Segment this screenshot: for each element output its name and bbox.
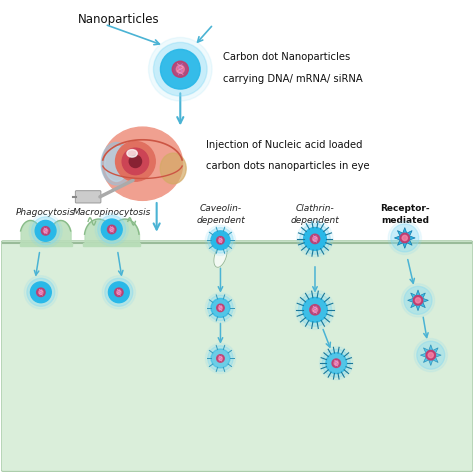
- Circle shape: [217, 237, 224, 244]
- FancyBboxPatch shape: [75, 191, 101, 203]
- Circle shape: [35, 220, 56, 241]
- Polygon shape: [408, 290, 428, 311]
- Text: carbon dots nanoparticles in eye: carbon dots nanoparticles in eye: [206, 161, 370, 172]
- Polygon shape: [19, 243, 72, 246]
- Text: Receptor-: Receptor-: [380, 204, 429, 213]
- Circle shape: [160, 49, 200, 89]
- Circle shape: [32, 217, 60, 245]
- Circle shape: [404, 286, 432, 314]
- Circle shape: [300, 224, 330, 254]
- Circle shape: [176, 65, 184, 73]
- Circle shape: [122, 148, 149, 174]
- Circle shape: [44, 229, 48, 233]
- Circle shape: [208, 295, 233, 320]
- Ellipse shape: [160, 153, 186, 184]
- Circle shape: [217, 355, 224, 362]
- Circle shape: [24, 276, 57, 309]
- Circle shape: [41, 227, 50, 235]
- Circle shape: [105, 278, 133, 306]
- Text: mediated: mediated: [381, 216, 429, 225]
- Ellipse shape: [102, 127, 182, 201]
- Circle shape: [334, 361, 338, 365]
- Circle shape: [39, 290, 43, 294]
- Text: Phagocytosis: Phagocytosis: [16, 208, 75, 217]
- Ellipse shape: [127, 150, 137, 157]
- Circle shape: [115, 288, 123, 297]
- Text: Clathrin-: Clathrin-: [296, 204, 334, 213]
- Circle shape: [414, 338, 447, 372]
- Circle shape: [30, 282, 51, 303]
- Circle shape: [322, 349, 350, 377]
- Circle shape: [417, 341, 445, 369]
- Circle shape: [303, 298, 327, 322]
- Circle shape: [211, 349, 230, 368]
- Circle shape: [297, 221, 333, 257]
- Polygon shape: [214, 245, 227, 267]
- Circle shape: [401, 284, 435, 317]
- Circle shape: [295, 290, 335, 329]
- Circle shape: [428, 353, 433, 358]
- Circle shape: [326, 353, 346, 374]
- Circle shape: [217, 304, 224, 312]
- Circle shape: [310, 305, 320, 315]
- Circle shape: [205, 343, 236, 374]
- Circle shape: [413, 296, 423, 305]
- Circle shape: [154, 43, 207, 96]
- Text: dependent: dependent: [196, 216, 245, 225]
- Circle shape: [219, 306, 222, 310]
- Text: dependent: dependent: [291, 216, 339, 225]
- Circle shape: [219, 238, 222, 242]
- Polygon shape: [394, 228, 415, 248]
- FancyBboxPatch shape: [1, 241, 473, 472]
- Circle shape: [310, 234, 319, 244]
- Ellipse shape: [101, 143, 132, 185]
- Circle shape: [299, 293, 332, 327]
- Circle shape: [101, 219, 122, 240]
- Circle shape: [211, 231, 230, 250]
- Circle shape: [400, 233, 410, 243]
- Circle shape: [319, 346, 353, 380]
- Circle shape: [332, 359, 340, 367]
- Circle shape: [102, 276, 136, 309]
- Circle shape: [172, 61, 188, 77]
- Circle shape: [219, 356, 222, 360]
- Text: Macropinocytosis: Macropinocytosis: [73, 208, 151, 217]
- Circle shape: [313, 237, 318, 241]
- Circle shape: [205, 293, 236, 323]
- Circle shape: [426, 350, 436, 360]
- Circle shape: [391, 224, 419, 252]
- Ellipse shape: [105, 146, 128, 182]
- Circle shape: [415, 298, 420, 303]
- Text: Nanoparticles: Nanoparticles: [78, 12, 160, 26]
- Circle shape: [304, 228, 326, 250]
- Circle shape: [29, 214, 62, 247]
- Circle shape: [95, 213, 128, 246]
- Circle shape: [208, 346, 233, 371]
- Text: Carbon dot Nanoparticles: Carbon dot Nanoparticles: [223, 52, 350, 62]
- Circle shape: [312, 307, 318, 312]
- Circle shape: [109, 228, 114, 232]
- Circle shape: [129, 155, 142, 167]
- Circle shape: [108, 225, 116, 234]
- Circle shape: [208, 228, 233, 253]
- Text: carrying DNA/ mRNA/ siRNA: carrying DNA/ mRNA/ siRNA: [223, 74, 363, 84]
- Text: Injection of Nucleic acid loaded: Injection of Nucleic acid loaded: [206, 139, 363, 150]
- Circle shape: [205, 225, 236, 255]
- Circle shape: [27, 278, 55, 306]
- Text: Caveolin-: Caveolin-: [200, 204, 242, 213]
- Circle shape: [109, 282, 129, 303]
- Polygon shape: [83, 243, 140, 246]
- Circle shape: [116, 142, 155, 181]
- Circle shape: [117, 290, 121, 294]
- Circle shape: [388, 221, 421, 255]
- Circle shape: [402, 236, 407, 240]
- Polygon shape: [420, 345, 441, 365]
- Circle shape: [211, 299, 230, 318]
- Circle shape: [98, 215, 126, 244]
- Circle shape: [36, 288, 45, 297]
- Circle shape: [148, 37, 212, 101]
